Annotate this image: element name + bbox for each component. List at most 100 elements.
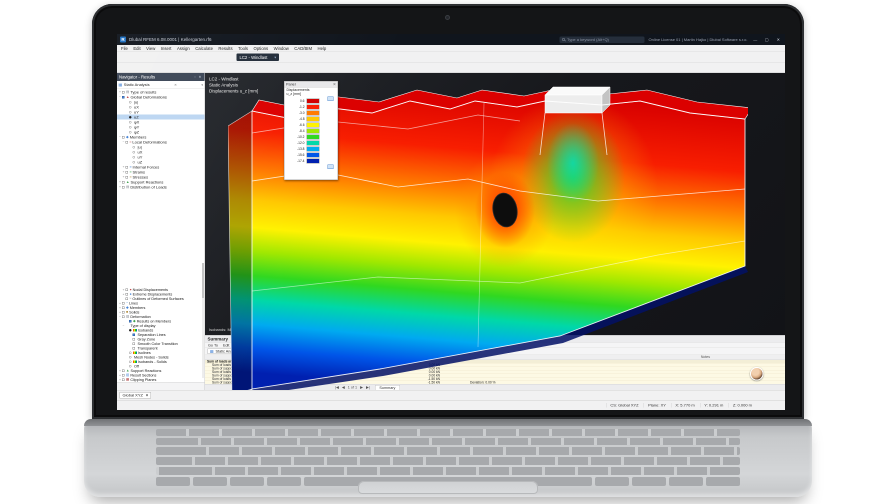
checkbox[interactable]	[129, 356, 132, 359]
expander-icon[interactable]: +	[122, 288, 125, 292]
tree-item[interactable]: Mesh Nodes - Solids	[117, 355, 205, 360]
tree-item[interactable]: |u|	[117, 145, 205, 150]
tree-item[interactable]: − Type of display	[117, 324, 205, 329]
checkbox[interactable]	[125, 297, 128, 300]
pin-icon[interactable]: ▫	[194, 75, 196, 79]
checkbox[interactable]	[122, 90, 125, 94]
expander-icon[interactable]: +	[119, 369, 121, 373]
checkbox[interactable]	[125, 140, 128, 144]
checkbox[interactable]	[122, 135, 125, 139]
first-page-icon[interactable]: |◀	[335, 385, 339, 390]
checkbox[interactable]	[132, 347, 135, 350]
expander-icon[interactable]: +	[122, 170, 125, 174]
tree-item[interactable]: Isobands - Solids	[117, 360, 205, 364]
tree-item[interactable]: φY	[117, 125, 205, 130]
checkbox[interactable]	[132, 150, 135, 154]
legend-min-button[interactable]	[327, 164, 334, 169]
summary-menu-item[interactable]: Go To	[208, 342, 218, 348]
checkbox[interactable]	[129, 365, 132, 368]
tree-item[interactable]: uZ	[117, 160, 205, 165]
expander-icon[interactable]: +	[119, 185, 121, 189]
tab-summary[interactable]: Summary	[374, 384, 400, 390]
tree-item[interactable]: − ▲ Global Deformations	[117, 95, 205, 100]
tree-item[interactable]: |u|	[117, 100, 205, 105]
summary-menu-item[interactable]: View	[254, 342, 263, 348]
tree-item[interactable]: + ▲ Support Reactions	[117, 180, 205, 185]
tree-item[interactable]: − ◆ Members	[117, 135, 205, 140]
menu-item[interactable]: Options	[253, 45, 269, 51]
summary-menu-item[interactable]: Selection	[234, 342, 250, 348]
summary-menu-item[interactable]: Edit	[222, 342, 230, 348]
tree-item[interactable]: + ◆ Members	[117, 306, 205, 311]
checkbox[interactable]	[129, 120, 132, 124]
next-page-icon[interactable]: ▶	[360, 385, 364, 390]
tree-item[interactable]: ◆ Results on Members	[117, 319, 205, 324]
menu-item[interactable]: Help	[317, 45, 327, 51]
checkbox[interactable]	[129, 100, 132, 104]
menu-item[interactable]: Insert	[160, 45, 172, 51]
checkbox[interactable]	[132, 342, 135, 345]
checkbox[interactable]	[129, 351, 132, 354]
checkbox[interactable]	[132, 338, 135, 341]
pagination[interactable]: |◀ ◀ 1 of 1 ▶ ▶|	[335, 385, 370, 390]
coordinate-system-combo[interactable]: Global XYZ ▾	[119, 392, 151, 399]
tree-item[interactable]: + ≡ Internal Forces	[117, 165, 205, 170]
checkbox[interactable]	[122, 369, 125, 372]
tree-item[interactable]: + ▦ Clipping Planes	[117, 378, 205, 383]
tree-item[interactable]: φX	[117, 120, 205, 125]
expander-icon[interactable]: −	[119, 135, 121, 139]
checkbox[interactable]	[129, 320, 132, 323]
user-avatar[interactable]	[750, 367, 764, 381]
load-case-combo[interactable]: LC2 - Windlast ▾	[236, 53, 280, 61]
menu-item[interactable]: File	[121, 45, 128, 51]
checkbox[interactable]	[122, 302, 125, 305]
search-input[interactable]: Type a keyword (Alt+Q)	[559, 36, 645, 43]
tree-item[interactable]: Off	[117, 364, 205, 369]
checkbox[interactable]	[129, 105, 132, 109]
tree-item[interactable]: uY	[117, 155, 205, 160]
expander-icon[interactable]: +	[122, 165, 125, 169]
expander-icon[interactable]: −	[119, 95, 121, 99]
tree-item[interactable]: ≈ Outlines of Deformed Surfaces	[117, 297, 205, 301]
legend-max-button[interactable]	[327, 96, 334, 101]
checkbox[interactable]	[132, 145, 135, 149]
checkbox[interactable]	[129, 130, 132, 134]
expander-icon[interactable]: −	[119, 315, 121, 319]
tree-item[interactable]: uX	[117, 105, 205, 110]
last-page-icon[interactable]: ▶|	[366, 385, 370, 390]
tree-item[interactable]: + ▤ Type of results	[117, 90, 205, 95]
close-button[interactable]: ✕	[776, 37, 780, 42]
tree-item[interactable]: Gray Zone	[117, 337, 205, 342]
tree-item[interactable]: + ▲ Support Reactions	[117, 369, 205, 374]
tree-item[interactable]: + ■ Solids	[117, 310, 205, 315]
tree-item[interactable]: + ● Nodal Displacements	[117, 288, 205, 293]
checkbox[interactable]	[132, 333, 135, 336]
checkbox[interactable]	[132, 155, 135, 159]
tree-item[interactable]: uX	[117, 150, 205, 155]
expander-icon[interactable]: +	[122, 292, 125, 296]
close-icon[interactable]: ✕	[198, 75, 202, 80]
menu-item[interactable]: View	[146, 45, 156, 51]
minimize-button[interactable]: —	[753, 37, 758, 42]
clear-filter-icon[interactable]: ✕	[174, 83, 177, 87]
checkbox[interactable]	[129, 110, 132, 114]
expander-icon[interactable]: −	[122, 140, 125, 144]
panel-title-bar[interactable]: Panel ✕	[284, 81, 338, 88]
close-icon[interactable]: ✕	[332, 82, 336, 87]
menu-item[interactable]: Tools	[238, 45, 249, 51]
checkbox[interactable]	[125, 288, 128, 291]
tree-item[interactable]: Transparent	[117, 346, 205, 351]
tree-item[interactable]: uY	[117, 110, 205, 115]
tree-item[interactable]: Isolines	[117, 351, 205, 355]
expander-icon[interactable]: +	[122, 175, 125, 179]
tree-item[interactable]: + ≡ Stresses	[117, 175, 205, 180]
checkbox[interactable]	[122, 185, 125, 189]
expander-icon[interactable]: +	[119, 310, 121, 314]
menu-item[interactable]: Window	[273, 45, 289, 51]
tree-item[interactable]: − ▧ Deformation	[117, 315, 205, 320]
menu-item[interactable]: Results	[218, 45, 233, 51]
checkbox[interactable]	[122, 378, 125, 381]
tree-item[interactable]: Separation Lines	[117, 333, 205, 337]
color-scale-panel[interactable]: Panel ✕ Displacements u_z [mm] 0.6	[284, 81, 338, 180]
maximize-button[interactable]: ▢	[764, 37, 769, 42]
